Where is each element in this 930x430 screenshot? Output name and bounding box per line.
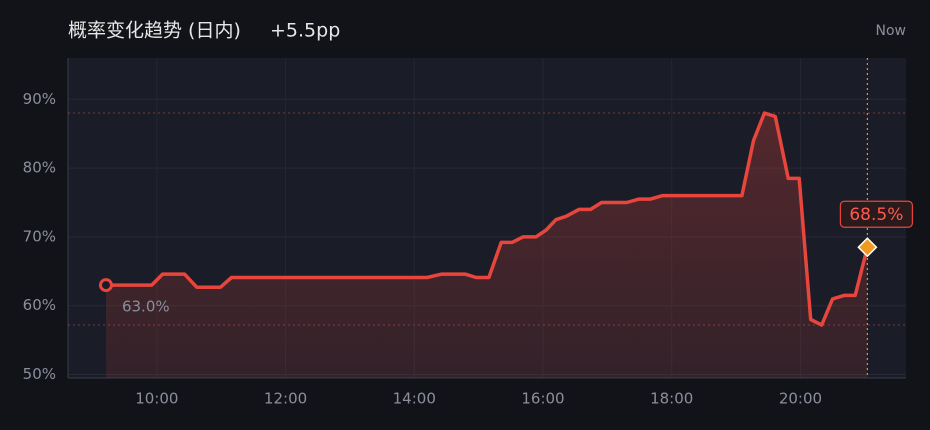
y-tick-label: 80% [23, 159, 56, 177]
x-tick-label: 20:00 [779, 390, 822, 408]
start-marker [98, 278, 113, 293]
area [105, 113, 868, 378]
change-label: +5.5pp [270, 20, 340, 42]
y-tick-label: 70% [23, 227, 56, 245]
y-tick-label: 90% [23, 90, 56, 108]
start-value-label: 63.0% [122, 298, 170, 316]
line [106, 111, 870, 327]
x-tick-label: 16:00 [521, 390, 564, 408]
y-tick-label: 60% [23, 296, 56, 314]
now-label: Now [876, 23, 907, 39]
end-marker [857, 237, 878, 258]
x-tick-label: 14:00 [393, 390, 436, 408]
end-value-label: 68.5% [849, 205, 903, 225]
chart-title: 概率变化趋势 (日内) [68, 20, 241, 42]
x-tick-label: 10:00 [135, 390, 178, 408]
x-tick-label: 18:00 [650, 390, 693, 408]
x-tick-label: 12:00 [264, 390, 307, 408]
y-tick-label: 50% [23, 365, 56, 383]
end-label-box [839, 200, 913, 228]
